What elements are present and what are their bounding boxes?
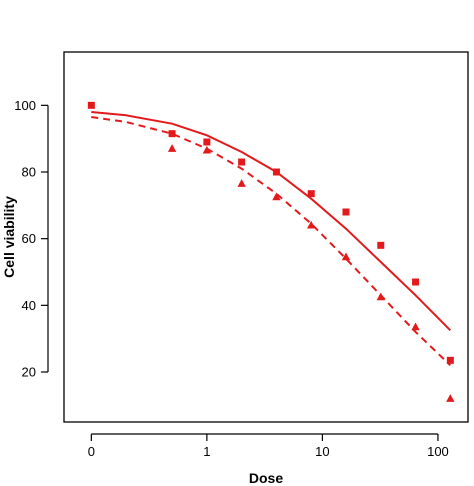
y-tick-label: 100 bbox=[14, 98, 36, 113]
data-point-triangle bbox=[272, 192, 281, 201]
data-point-triangle bbox=[237, 179, 246, 187]
data-point-triangle bbox=[202, 145, 212, 154]
data-point-square bbox=[342, 208, 350, 216]
data-point-square bbox=[272, 168, 280, 176]
data-point-square bbox=[87, 101, 95, 109]
y-tick-label: 40 bbox=[22, 298, 36, 313]
x-tick-label: 0 bbox=[88, 444, 95, 459]
x-tick-label: 100 bbox=[427, 444, 449, 459]
fit-curves bbox=[91, 111, 452, 367]
data-point-square bbox=[238, 158, 246, 166]
fit-curve-dashed bbox=[91, 116, 451, 367]
data-point-square bbox=[203, 138, 211, 146]
data-point-square bbox=[412, 278, 420, 286]
y-tick-label: 80 bbox=[22, 165, 36, 180]
y-tick-label: 60 bbox=[22, 231, 36, 246]
y-tick-label: 20 bbox=[22, 365, 36, 380]
data-point-square bbox=[446, 356, 454, 364]
plot-frame bbox=[63, 51, 469, 423]
data-point-triangle bbox=[307, 220, 316, 229]
data-point-triangle bbox=[376, 292, 385, 301]
data-point-triangle bbox=[341, 252, 351, 261]
axes: 0 1 10 100 20 40 60 80 100 bbox=[14, 98, 449, 459]
data-point-square bbox=[377, 241, 385, 249]
y-axis-label: Cell viability bbox=[1, 196, 17, 278]
data-point-square bbox=[168, 130, 176, 138]
data-point-triangle bbox=[167, 144, 177, 152]
data-point-square bbox=[307, 190, 315, 198]
fit-curve-solid bbox=[91, 111, 452, 332]
x-tick-label: 10 bbox=[315, 444, 329, 459]
x-tick-label: 1 bbox=[203, 444, 210, 459]
data-point-triangle bbox=[446, 394, 455, 402]
data-point-triangle bbox=[411, 322, 420, 331]
x-axis-label: Dose bbox=[249, 470, 283, 486]
data-points bbox=[87, 101, 455, 402]
